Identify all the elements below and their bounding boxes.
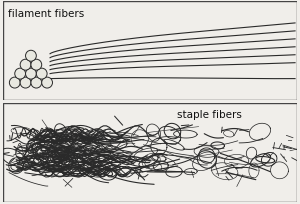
Text: staple fibers: staple fibers — [177, 110, 242, 120]
Circle shape — [31, 60, 42, 71]
Circle shape — [9, 78, 20, 89]
Circle shape — [15, 69, 26, 80]
Circle shape — [36, 69, 47, 80]
Text: filament fibers: filament fibers — [8, 9, 84, 19]
Circle shape — [26, 69, 36, 80]
Circle shape — [26, 51, 36, 62]
Circle shape — [42, 78, 52, 89]
Circle shape — [31, 78, 42, 89]
Circle shape — [20, 78, 31, 89]
Circle shape — [20, 60, 31, 71]
